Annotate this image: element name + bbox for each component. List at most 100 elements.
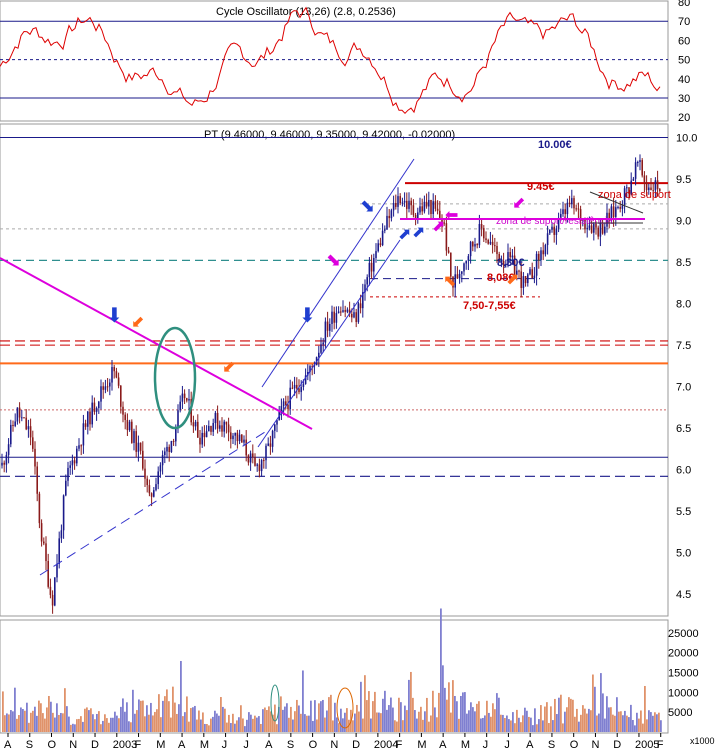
volume-bar — [538, 719, 540, 732]
candle-body — [452, 276, 454, 288]
candle-body — [113, 367, 115, 372]
x-tick-label: A — [265, 739, 273, 750]
candle-body — [293, 384, 296, 389]
volume-bar — [96, 713, 98, 732]
volume-bar — [380, 713, 382, 732]
volume-bar — [418, 711, 420, 732]
candle-body — [3, 462, 5, 465]
volume-bar — [340, 708, 342, 732]
volume-bar — [204, 723, 206, 732]
volume-bar — [278, 706, 280, 732]
volume-bar — [194, 705, 196, 732]
candle-body — [148, 485, 151, 494]
volume-bar — [258, 716, 260, 732]
osc-series-line — [0, 6, 661, 115]
x-tick-label: N — [69, 739, 77, 750]
candle-body — [304, 375, 307, 384]
volume-bar — [648, 710, 650, 732]
volume-bar — [34, 706, 36, 732]
volume-bar — [126, 702, 128, 732]
candle-body — [637, 162, 639, 164]
volume-bar — [558, 697, 560, 732]
candle-body — [346, 309, 349, 312]
candle-body — [619, 206, 621, 209]
volume-bar — [158, 694, 160, 732]
x-tick-label: 2003 — [113, 739, 137, 750]
volume-bar — [84, 708, 86, 732]
volume-bar — [522, 715, 524, 732]
volume-bar — [192, 707, 194, 732]
volume-bar — [248, 712, 250, 732]
candle-body — [428, 199, 430, 207]
volume-bar — [404, 705, 406, 732]
candle-body — [256, 464, 258, 466]
volume-ellipse-2 — [336, 687, 354, 729]
volume-tick-label: 20000 — [668, 648, 699, 660]
volume-bar — [500, 714, 502, 732]
candle-body — [553, 226, 555, 235]
candle-body — [571, 198, 573, 205]
price-tick-label: 8.5 — [676, 257, 691, 269]
volume-bar — [316, 719, 318, 732]
candle-body — [67, 467, 69, 481]
candle-body — [335, 313, 338, 323]
candle-body — [379, 243, 382, 246]
volume-bar — [48, 695, 50, 732]
candle-body — [51, 594, 54, 606]
candle-body — [291, 387, 294, 389]
candle-body — [509, 252, 511, 258]
volume-bar — [426, 697, 428, 732]
candle-body — [604, 226, 606, 234]
volume-bar — [572, 699, 574, 732]
candle-body — [546, 233, 549, 246]
candle-body — [65, 480, 67, 496]
volume-bar — [100, 724, 102, 732]
volume-bar — [554, 698, 556, 732]
volume-bar — [334, 702, 336, 732]
volume-bar — [292, 719, 294, 732]
x-tick-label: O — [48, 739, 57, 750]
candle-body — [595, 223, 597, 228]
volume-bar — [56, 703, 58, 732]
candle-body — [326, 321, 329, 331]
candle-body — [408, 200, 410, 209]
volume-bar — [430, 715, 432, 732]
volume-bar — [414, 710, 416, 732]
volume-bar — [374, 691, 376, 732]
volume-bar — [128, 721, 130, 732]
volume-bar — [152, 715, 154, 732]
candle-body — [656, 180, 659, 190]
volume-bar — [4, 715, 6, 732]
volume-bar — [598, 713, 600, 732]
volume-bar — [116, 715, 118, 732]
price-tick-label: 9.5 — [676, 174, 691, 186]
volume-bar — [438, 692, 440, 732]
candle-body — [348, 309, 351, 314]
volume-bar — [274, 704, 276, 732]
candle-body — [199, 437, 201, 445]
volume-bar — [298, 705, 300, 732]
candle-body — [641, 160, 643, 176]
candle-body — [516, 270, 518, 276]
candle-body — [485, 238, 487, 240]
candle-body — [95, 408, 98, 412]
price-title: PT (9.46000, 9.46000, 9.35000, 9.42000, … — [204, 129, 455, 141]
candle-body — [370, 262, 373, 272]
volume-bar — [64, 688, 66, 732]
volume-bar — [592, 674, 594, 732]
candle-body — [60, 530, 63, 539]
volume-bar — [410, 671, 412, 732]
volume-bar — [324, 717, 326, 732]
osc-tick-label: 20 — [678, 112, 690, 124]
candle-body — [311, 366, 313, 368]
volume-bar — [154, 711, 156, 732]
candle-body — [142, 450, 144, 469]
candle-body — [91, 402, 93, 425]
candle-body — [122, 406, 124, 415]
volume-bar — [286, 703, 288, 732]
candle-body — [260, 460, 263, 472]
volume-bar — [388, 705, 390, 732]
candle-body — [289, 387, 291, 409]
volume-bar — [476, 703, 478, 732]
x-tick-label: M — [461, 739, 470, 750]
